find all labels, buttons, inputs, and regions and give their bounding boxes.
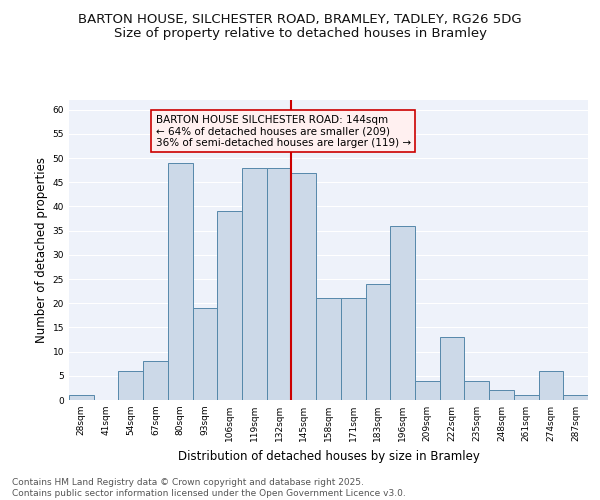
X-axis label: Distribution of detached houses by size in Bramley: Distribution of detached houses by size … (178, 450, 479, 462)
Bar (539, 371, 563, 400)
Bar (316, 298, 341, 400)
Bar (464, 380, 489, 400)
Bar (217, 212, 242, 400)
Bar (440, 337, 464, 400)
Bar (292, 172, 316, 400)
Bar (242, 168, 267, 400)
Bar (267, 168, 292, 400)
Text: BARTON HOUSE SILCHESTER ROAD: 144sqm
← 64% of detached houses are smaller (209)
: BARTON HOUSE SILCHESTER ROAD: 144sqm ← 6… (155, 114, 410, 148)
Text: Size of property relative to detached houses in Bramley: Size of property relative to detached ho… (113, 28, 487, 40)
Bar (489, 390, 514, 400)
Text: Contains HM Land Registry data © Crown copyright and database right 2025.
Contai: Contains HM Land Registry data © Crown c… (12, 478, 406, 498)
Bar (563, 395, 588, 400)
Text: BARTON HOUSE, SILCHESTER ROAD, BRAMLEY, TADLEY, RG26 5DG: BARTON HOUSE, SILCHESTER ROAD, BRAMLEY, … (78, 12, 522, 26)
Bar (193, 308, 217, 400)
Bar (341, 298, 365, 400)
Y-axis label: Number of detached properties: Number of detached properties (35, 157, 49, 343)
Bar (168, 163, 193, 400)
Bar (69, 395, 94, 400)
Bar (118, 371, 143, 400)
Bar (365, 284, 390, 400)
Bar (514, 395, 539, 400)
Bar (390, 226, 415, 400)
Bar (143, 362, 168, 400)
Bar (415, 380, 440, 400)
